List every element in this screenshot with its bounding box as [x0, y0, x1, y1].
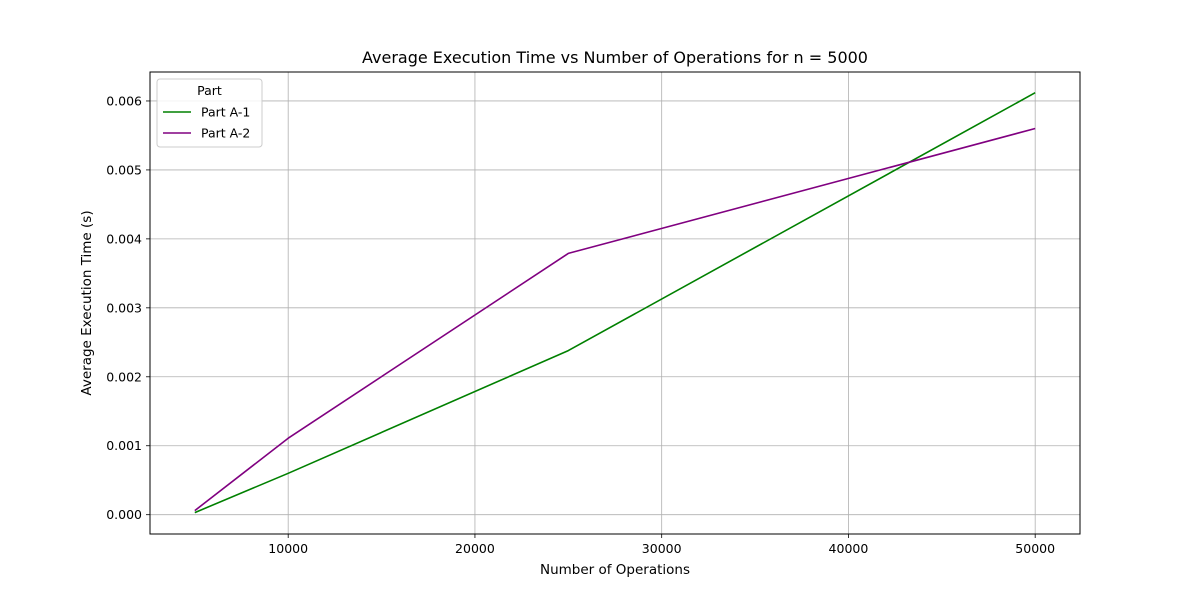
legend-title: Part	[197, 83, 222, 98]
plot-frame	[149, 71, 1081, 535]
x-tick-label: 50000	[1015, 541, 1055, 556]
series-line-1	[194, 91, 1036, 514]
legend-label-1: Part A-1	[201, 105, 250, 120]
legend-box	[156, 78, 263, 148]
grid	[150, 72, 1080, 534]
y-tick-label: 0.006	[106, 93, 142, 108]
series-line-2	[194, 127, 1036, 512]
y-tick-label: 0.001	[106, 438, 142, 453]
legend-items: Part A-1 Part A-2	[163, 105, 250, 141]
series-lines	[194, 91, 1036, 514]
x-tick-label: 40000	[829, 541, 869, 556]
y-tick-label: 0.003	[106, 300, 142, 315]
legend: Part Part A-1 Part A-2	[156, 78, 263, 148]
x-axis-label: Number of Operations	[540, 562, 690, 578]
chart-title: Average Execution Time vs Number of Oper…	[362, 48, 868, 67]
x-tick-label: 20000	[455, 541, 495, 556]
y-tick-label: 0.004	[106, 231, 142, 246]
y-tick-label: 0.002	[106, 369, 142, 384]
x-tick-label: 10000	[268, 541, 308, 556]
y-tick-label: 0.005	[106, 162, 142, 177]
x-tick-label: 30000	[642, 541, 682, 556]
y-axis-label: Average Execution Time (s)	[79, 210, 95, 395]
ticks: 10000 20000 30000 40000 50000 0.000 0.001 0.002…	[106, 93, 1055, 556]
legend-label-2: Part A-2	[201, 126, 250, 141]
y-tick-label: 0.000	[106, 507, 142, 522]
